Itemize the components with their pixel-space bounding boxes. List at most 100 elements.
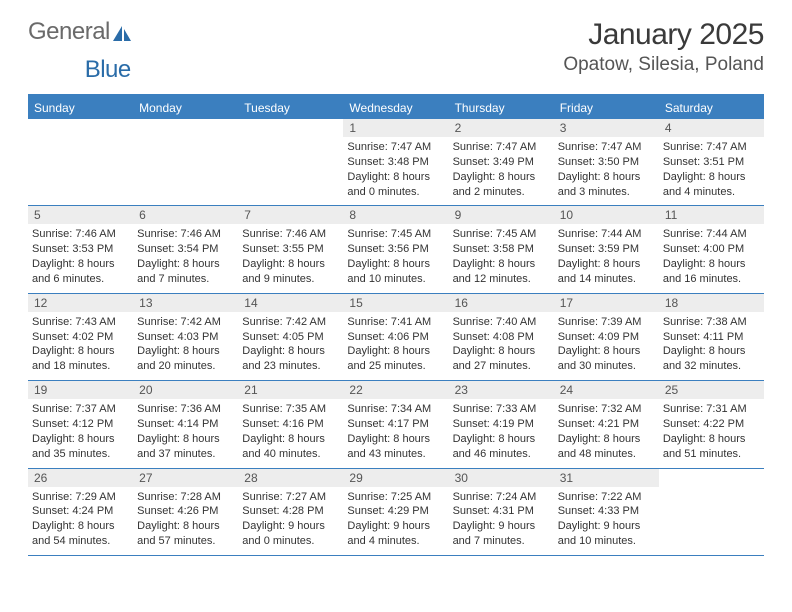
- sunset-text: Sunset: 3:58 PM: [453, 242, 550, 257]
- sunrise-text: Sunrise: 7:41 AM: [347, 315, 444, 330]
- day-number: [28, 119, 133, 137]
- day-number: 6: [133, 206, 238, 224]
- day-header-row: SundayMondayTuesdayWednesdayThursdayFrid…: [28, 97, 764, 119]
- sunrise-text: Sunrise: 7:45 AM: [453, 227, 550, 242]
- sunset-text: Sunset: 4:05 PM: [242, 330, 339, 345]
- sunrise-text: Sunrise: 7:40 AM: [453, 315, 550, 330]
- sunrise-text: Sunrise: 7:46 AM: [137, 227, 234, 242]
- sunset-text: Sunset: 4:02 PM: [32, 330, 129, 345]
- day-number: 7: [238, 206, 343, 224]
- day-cell: 30 Sunrise: 7:24 AMSunset: 4:31 PMDayligh…: [449, 469, 554, 555]
- daylight-text: Daylight: 9 hours and 7 minutes.: [453, 519, 550, 549]
- sun-info: Sunrise: 7:43 AMSunset: 4:02 PMDaylight:…: [32, 315, 129, 374]
- daylight-text: Daylight: 8 hours and 0 minutes.: [347, 170, 444, 200]
- day-number: 15: [343, 294, 448, 312]
- sun-info: Sunrise: 7:47 AMSunset: 3:48 PMDaylight:…: [347, 140, 444, 199]
- month-title: January 2025: [563, 18, 764, 52]
- day-number: [133, 119, 238, 137]
- day-cell: 9Sunrise: 7:45 AMSunset: 3:58 PMDaylight…: [449, 206, 554, 292]
- sunset-text: Sunset: 4:19 PM: [453, 417, 550, 432]
- day-number: 3: [554, 119, 659, 137]
- day-cell: 26Sunrise: 7:29 AMSunset: 4:24 PMDayligh…: [28, 469, 133, 555]
- sun-info: Sunrise: 7:34 AMSunset: 4:17 PMDaylight:…: [347, 402, 444, 461]
- day-number: 29: [343, 469, 448, 487]
- sunrise-text: Sunrise: 7:47 AM: [558, 140, 655, 155]
- daylight-text: Daylight: 8 hours and 2 minutes.: [453, 170, 550, 200]
- sun-info: Sunrise: 7:44 AMSunset: 3:59 PMDaylight:…: [558, 227, 655, 286]
- daylight-text: Daylight: 9 hours and 10 minutes.: [558, 519, 655, 549]
- sun-info: Sunrise: 7:47 AMSunset: 3:51 PMDaylight:…: [663, 140, 760, 199]
- sunrise-text: Sunrise: 7:36 AM: [137, 402, 234, 417]
- sunset-text: Sunset: 4:28 PM: [242, 504, 339, 519]
- sunset-text: Sunset: 3:48 PM: [347, 155, 444, 170]
- day-number: 28: [238, 469, 343, 487]
- sunrise-text: Sunrise: 7:33 AM: [453, 402, 550, 417]
- daylight-text: Daylight: 8 hours and 10 minutes.: [347, 257, 444, 287]
- daylight-text: Daylight: 8 hours and 7 minutes.: [137, 257, 234, 287]
- day-header-cell: Monday: [133, 97, 238, 119]
- sun-info: Sunrise: 7:36 AMSunset: 4:14 PMDaylight:…: [137, 402, 234, 461]
- day-cell: 13Sunrise: 7:42 AMSunset: 4:03 PMDayligh…: [133, 294, 238, 380]
- day-cell: 16 Sunrise: 7:40 AMSunset: 4:08 PMDayligh…: [449, 294, 554, 380]
- sunset-text: Sunset: 4:03 PM: [137, 330, 234, 345]
- sun-info: Sunrise: 7:38 AMSunset: 4:11 PMDaylight:…: [663, 315, 760, 374]
- daylight-text: Daylight: 8 hours and 3 minutes.: [558, 170, 655, 200]
- day-cell: 27Sunrise: 7:28 AMSunset: 4:26 PMDayligh…: [133, 469, 238, 555]
- day-cell: 18 Sunrise: 7:38 AMSunset: 4:11 PMDayligh…: [659, 294, 764, 380]
- sun-info: Sunrise: 7:45 AMSunset: 3:56 PMDaylight:…: [347, 227, 444, 286]
- day-number: 16: [449, 294, 554, 312]
- sun-info: Sunrise: 7:42 AMSunset: 4:03 PMDaylight:…: [137, 315, 234, 374]
- day-cell: 20Sunrise: 7:36 AMSunset: 4:14 PMDayligh…: [133, 381, 238, 467]
- daylight-text: Daylight: 8 hours and 25 minutes.: [347, 344, 444, 374]
- day-number: 22: [343, 381, 448, 399]
- sunrise-text: Sunrise: 7:35 AM: [242, 402, 339, 417]
- day-cell: 3 Sunrise: 7:47 AMSunset: 3:50 PMDaylight…: [554, 119, 659, 205]
- daylight-text: Daylight: 8 hours and 23 minutes.: [242, 344, 339, 374]
- day-cell: 25Sunrise: 7:31 AMSunset: 4:22 PMDayligh…: [659, 381, 764, 467]
- day-number: 5: [28, 206, 133, 224]
- daylight-text: Daylight: 8 hours and 30 minutes.: [558, 344, 655, 374]
- sunrise-text: Sunrise: 7:47 AM: [663, 140, 760, 155]
- sunset-text: Sunset: 4:21 PM: [558, 417, 655, 432]
- daylight-text: Daylight: 8 hours and 48 minutes.: [558, 432, 655, 462]
- sunset-text: Sunset: 4:06 PM: [347, 330, 444, 345]
- daylight-text: Daylight: 8 hours and 57 minutes.: [137, 519, 234, 549]
- daylight-text: Daylight: 8 hours and 35 minutes.: [32, 432, 129, 462]
- daylight-text: Daylight: 9 hours and 4 minutes.: [347, 519, 444, 549]
- sun-info: Sunrise: 7:37 AMSunset: 4:12 PMDaylight:…: [32, 402, 129, 461]
- day-header-cell: Wednesday: [343, 97, 448, 119]
- logo-text-general: General: [28, 18, 110, 46]
- day-cell: 29Sunrise: 7:25 AMSunset: 4:29 PMDayligh…: [343, 469, 448, 555]
- daylight-text: Daylight: 8 hours and 46 minutes.: [453, 432, 550, 462]
- day-number: 24: [554, 381, 659, 399]
- sun-info: Sunrise: 7:41 AMSunset: 4:06 PMDaylight:…: [347, 315, 444, 374]
- sunrise-text: Sunrise: 7:39 AM: [558, 315, 655, 330]
- week-row: 12Sunrise: 7:43 AMSunset: 4:02 PMDayligh…: [28, 294, 764, 381]
- day-number: 26: [28, 469, 133, 487]
- sunrise-text: Sunrise: 7:24 AM: [453, 490, 550, 505]
- sun-info: Sunrise: 7:28 AMSunset: 4:26 PMDaylight:…: [137, 490, 234, 549]
- sunset-text: Sunset: 4:00 PM: [663, 242, 760, 257]
- title-block: January 2025 Opatow, Silesia, Poland: [563, 18, 764, 76]
- sun-info: Sunrise: 7:46 AMSunset: 3:55 PMDaylight:…: [242, 227, 339, 286]
- day-cell: 31Sunrise: 7:22 AMSunset: 4:33 PMDayligh…: [554, 469, 659, 555]
- daylight-text: Daylight: 8 hours and 16 minutes.: [663, 257, 760, 287]
- day-cell: 23Sunrise: 7:33 AMSunset: 4:19 PMDayligh…: [449, 381, 554, 467]
- sunset-text: Sunset: 4:29 PM: [347, 504, 444, 519]
- sun-info: Sunrise: 7:32 AMSunset: 4:21 PMDaylight:…: [558, 402, 655, 461]
- sunrise-text: Sunrise: 7:28 AM: [137, 490, 234, 505]
- day-number: 18: [659, 294, 764, 312]
- day-cell: [28, 119, 133, 205]
- sun-info: Sunrise: 7:24 AMSunset: 4:31 PMDaylight:…: [453, 490, 550, 549]
- daylight-text: Daylight: 8 hours and 4 minutes.: [663, 170, 760, 200]
- day-number: 30: [449, 469, 554, 487]
- week-row: 26Sunrise: 7:29 AMSunset: 4:24 PMDayligh…: [28, 469, 764, 556]
- logo: General: [28, 18, 134, 46]
- day-number: 2: [449, 119, 554, 137]
- sunset-text: Sunset: 3:50 PM: [558, 155, 655, 170]
- page-container: General January 2025 Opatow, Silesia, Po…: [0, 0, 792, 574]
- day-header-cell: Sunday: [28, 97, 133, 119]
- day-header-cell: Tuesday: [238, 97, 343, 119]
- sunset-text: Sunset: 3:53 PM: [32, 242, 129, 257]
- sun-info: Sunrise: 7:40 AMSunset: 4:08 PMDaylight:…: [453, 315, 550, 374]
